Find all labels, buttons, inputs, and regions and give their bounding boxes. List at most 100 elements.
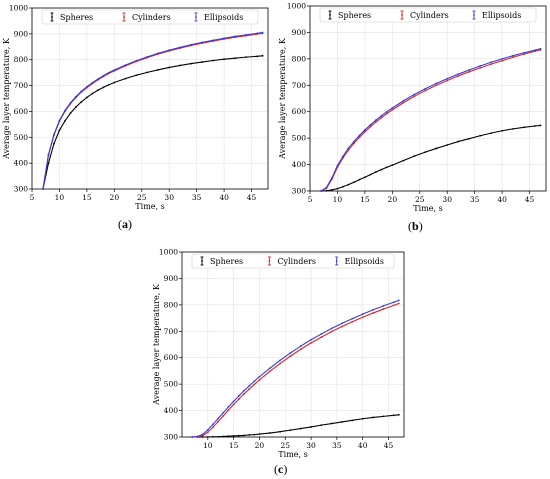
x-axis-title: Time, s: [413, 204, 442, 213]
y-tick-label: 900: [14, 29, 29, 38]
data-point: [341, 322, 343, 325]
data-point: [107, 71, 110, 74]
data-point: [457, 75, 460, 77]
data-point: [168, 66, 171, 69]
x-tick-label: 35: [470, 195, 480, 204]
data-point: [374, 121, 377, 123]
data-point: [435, 84, 438, 87]
data-point: [237, 434, 240, 437]
series-line: [320, 48, 541, 192]
data-point: [289, 429, 292, 432]
data-point: [310, 426, 312, 428]
x-tick-label: 25: [415, 195, 425, 204]
data-point: [91, 92, 94, 95]
data-point: [201, 434, 204, 437]
y-tick-label: 1000: [287, 2, 306, 11]
x-tick-label: 40: [219, 193, 229, 202]
data-point: [258, 379, 261, 381]
series-ellipsoids: [191, 299, 400, 438]
data-point: [206, 431, 209, 434]
series-line: [42, 55, 263, 190]
data-point: [413, 95, 416, 98]
data-point: [91, 81, 94, 84]
data-point: [347, 183, 350, 186]
data-point: [374, 119, 377, 122]
data-point: [341, 325, 343, 328]
data-point: [135, 74, 138, 77]
legend-marker-dot: [401, 14, 403, 16]
data-point: [320, 336, 323, 338]
grid: [182, 251, 404, 438]
data-point: [413, 93, 416, 96]
data-point: [331, 176, 333, 179]
data-point: [75, 106, 77, 108]
chart-a: 5 10 15 20 25 30 35 40 45 300 400 500 600 700 800 900 10…: [2, 4, 269, 211]
legend-marker-dot: [329, 14, 331, 16]
legend-item-ellipsoids: Ellipsoids: [194, 12, 243, 22]
data-point: [168, 49, 171, 52]
data-point: [347, 147, 350, 150]
data-point: [353, 181, 355, 184]
data-point: [372, 416, 374, 419]
data-point: [397, 302, 400, 305]
data-point: [534, 49, 536, 52]
data-point: [380, 116, 383, 119]
series-line: [320, 49, 541, 192]
data-point: [212, 39, 215, 42]
data-point: [223, 58, 225, 61]
series-line: [320, 124, 541, 192]
data-point: [468, 69, 471, 71]
data-point: [279, 362, 281, 365]
data-point: [232, 403, 235, 406]
data-point: [113, 81, 116, 84]
data-point: [222, 435, 225, 438]
data-point: [268, 370, 271, 373]
data-point: [201, 433, 204, 436]
x-tick-label: 25: [280, 441, 290, 450]
plot-frame: [31, 7, 269, 190]
data-point: [479, 66, 482, 69]
legend-marker-dot: [201, 260, 203, 262]
x-tick-label: 45: [247, 193, 257, 202]
x-tick-label: 20: [388, 195, 398, 204]
data-point: [320, 190, 322, 192]
x-tick-label: 5: [30, 193, 35, 202]
x-tick-label: 15: [82, 193, 92, 202]
legend-item-spheres: Spheres: [200, 256, 243, 266]
data-point: [330, 330, 333, 333]
y-tick-label: 900: [164, 274, 179, 283]
x-axis-title: Time, s: [135, 202, 164, 211]
data-point: [261, 54, 264, 57]
legend: Spheres Cylinders Ellipsoids: [191, 253, 395, 269]
y-tick-label: 500: [14, 133, 29, 142]
series-ellipsoids: [42, 31, 264, 190]
legend-item-cylinders: Cylinders: [400, 10, 449, 20]
data-point: [341, 421, 343, 423]
data-point: [42, 188, 44, 190]
legend-marker-dot: [195, 16, 197, 18]
data-point: [256, 32, 258, 35]
data-point: [534, 125, 536, 127]
data-point: [358, 134, 361, 137]
legend-label: Ellipsoids: [482, 11, 521, 20]
data-point: [512, 56, 514, 59]
data-point: [212, 426, 214, 429]
y-tick-label: 600: [14, 107, 29, 116]
x-tick-label: 20: [110, 193, 120, 202]
data-point: [248, 385, 251, 387]
legend-box: [191, 253, 395, 269]
data-point: [243, 393, 245, 395]
data-point: [446, 79, 449, 82]
y-tick-label: 500: [164, 380, 179, 389]
data-point: [369, 125, 372, 128]
legend-item-cylinders: Cylinders: [122, 12, 171, 22]
y-tick-label: 300: [164, 433, 179, 442]
data-point: [253, 383, 256, 386]
x-tick-label: 40: [358, 441, 368, 450]
legend-marker-dot: [473, 14, 475, 16]
data-point: [245, 56, 247, 59]
series-cylinders: [320, 48, 542, 192]
legend-marker-dot: [123, 16, 125, 18]
data-point: [369, 124, 372, 126]
legend-marker-dot: [335, 260, 338, 262]
